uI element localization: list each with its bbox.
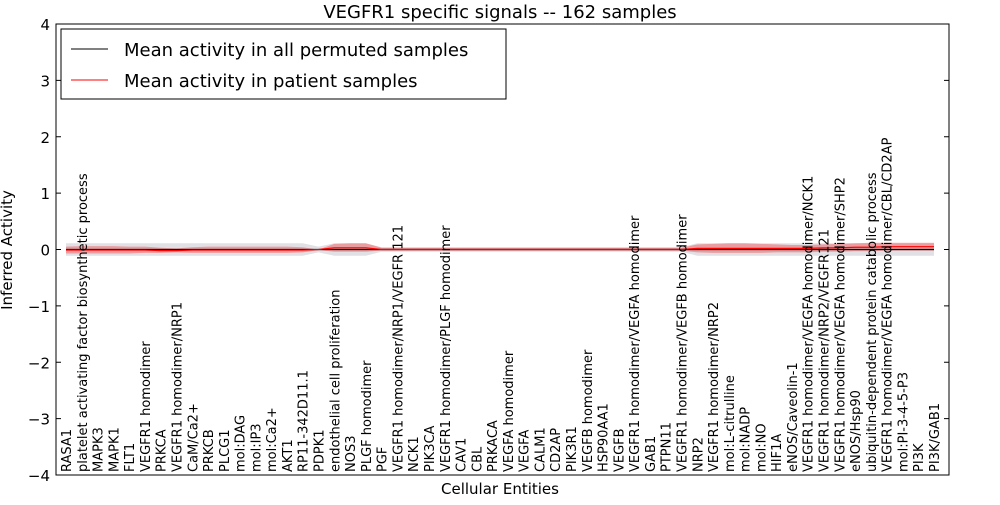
x-tick-label: PDPK1 xyxy=(313,430,328,473)
x-tick-label: VEGFR1 homodimer/PLGF homodimer xyxy=(439,225,454,472)
series-lines xyxy=(66,246,934,252)
x-tick-label: VEGFB homodimer xyxy=(581,349,596,472)
x-tick-label: CAV1 xyxy=(455,438,470,472)
y-axis-ticks: −4 −3 −2 −1 0 1 2 3 4 xyxy=(28,16,949,485)
y-tick-label: −1 xyxy=(28,298,50,316)
x-tick-label: HSP90AA1 xyxy=(597,403,612,472)
x-tick-label: VEGFR1 homodimer/VEGFB homodimer xyxy=(675,214,690,472)
x-tick-label: platelet activating factor biosynthetic … xyxy=(76,173,91,472)
y-axis-label: Inferred Activity xyxy=(0,190,16,310)
x-tick-label: CaM/Ca2+ xyxy=(186,403,201,472)
x-tick-label: PIK3CA xyxy=(423,425,438,472)
y-tick-label: −2 xyxy=(28,354,50,372)
legend: Mean activity in all permuted samples Me… xyxy=(60,28,507,100)
x-tick-label: CD2AP xyxy=(549,428,564,472)
x-tick-label: mol:IP3 xyxy=(249,423,264,472)
x-tick-label: ubiquitin-dependent protein catabolic pr… xyxy=(865,172,880,472)
x-tick-label: MAPK3 xyxy=(92,427,107,472)
x-axis-label: Cellular Entities xyxy=(441,480,559,498)
x-tick-label: VEGFR1 homodimer/NRP1/VEGFR 121 xyxy=(391,225,406,472)
x-tick-label: PRKCA xyxy=(155,429,170,472)
x-tick-label: mol:NO xyxy=(754,423,769,472)
x-tick-label: VEGFR1 homodimer/NRP1 xyxy=(170,302,185,472)
x-tick-label: CALM1 xyxy=(533,427,548,472)
line-patient xyxy=(66,246,934,252)
y-tick-label: 0 xyxy=(40,242,50,260)
x-tick-label: GAB1 xyxy=(644,436,659,472)
x-tick-label: PRKCB xyxy=(202,429,217,472)
y-tick-label: 3 xyxy=(40,72,50,90)
x-tick-label: PI3K xyxy=(912,443,927,472)
y-tick-label: −3 xyxy=(28,411,50,429)
x-tick-label: PLGF homodimer xyxy=(360,360,375,472)
legend-box xyxy=(60,28,507,100)
x-tick-label: RASA1 xyxy=(60,429,75,472)
x-tick-label: mol:Ca2+ xyxy=(265,407,280,472)
x-tick-label: VEGFR1 homodimer/VEGFA homodimer xyxy=(628,215,643,472)
legend-label-permuted: Mean activity in all permuted samples xyxy=(124,40,468,61)
x-tick-label: mol:DAG xyxy=(234,415,249,472)
band-patient xyxy=(66,242,934,254)
y-tick-label: 1 xyxy=(40,185,50,203)
x-tick-label: PGF xyxy=(376,447,391,472)
legend-label-patient: Mean activity in patient samples xyxy=(124,71,418,92)
x-tick-label: AKT1 xyxy=(281,439,296,472)
x-tick-label: PTPN11 xyxy=(660,422,675,472)
x-tick-label: VEGFR1 homodimer xyxy=(139,341,154,472)
x-tick-label: mol:L-citrulline xyxy=(723,375,738,472)
x-tick-label: VEGFR1 homodimer/VEGFA homodimer/NCK1 xyxy=(802,176,817,472)
x-tick-label: endothelial cell proliferation xyxy=(328,290,343,473)
chart-title: VEGFR1 specific signals -- 162 samples xyxy=(323,2,676,23)
y-tick-label: −4 xyxy=(28,467,50,485)
x-tick-label: eNOS/Hsp90 xyxy=(849,390,864,472)
x-tick-label: NCK1 xyxy=(407,436,422,472)
y-tick-label: 2 xyxy=(40,129,50,147)
x-tick-label: PLCG1 xyxy=(218,429,233,472)
x-tick-label: MAPK1 xyxy=(107,427,122,472)
x-tick-label: CBL xyxy=(470,446,485,472)
x-tick-label: mol:PI-3-4-5-P3 xyxy=(896,372,911,472)
x-tick-label: VEGFR1 homodimer/VEGFA homodimer/CBL/CD2… xyxy=(881,137,896,472)
x-tick-labels: RASA1 platelet activating factor biosynth… xyxy=(60,137,943,472)
x-tick-label: PIK3R1 xyxy=(565,426,580,472)
x-tick-label: NRP2 xyxy=(691,437,706,472)
y-tick-label: 4 xyxy=(40,16,50,34)
x-tick-label: FLT1 xyxy=(123,443,138,472)
x-tick-label: PI3K/GAB1 xyxy=(928,403,943,472)
x-tick-label: NOS3 xyxy=(344,436,359,472)
x-tick-label: PRKACA xyxy=(486,420,501,472)
plot-frame xyxy=(55,23,950,476)
x-tick-label: VEGFR1 homodimer/NRP2 xyxy=(707,302,722,472)
x-tick-label: eNOS/Caveolin-1 xyxy=(786,362,801,472)
x-tick-label: VEGFR1 homodimer/NRP2/VEGFR121 xyxy=(818,229,833,472)
x-tick-label: VEGFA xyxy=(518,430,533,472)
x-tick-label: VEGFR1 homodimer/VEGFA homodimer/SHP2 xyxy=(833,177,848,472)
x-tick-label: VEGFA homodimer xyxy=(502,350,517,472)
x-tick-label: VEGFB xyxy=(612,428,627,472)
x-tick-label: HIF1A xyxy=(770,434,785,472)
x-tick-label: mol:NADP xyxy=(739,407,754,472)
x-tick-label: RP11-342D11.1 xyxy=(297,370,312,472)
